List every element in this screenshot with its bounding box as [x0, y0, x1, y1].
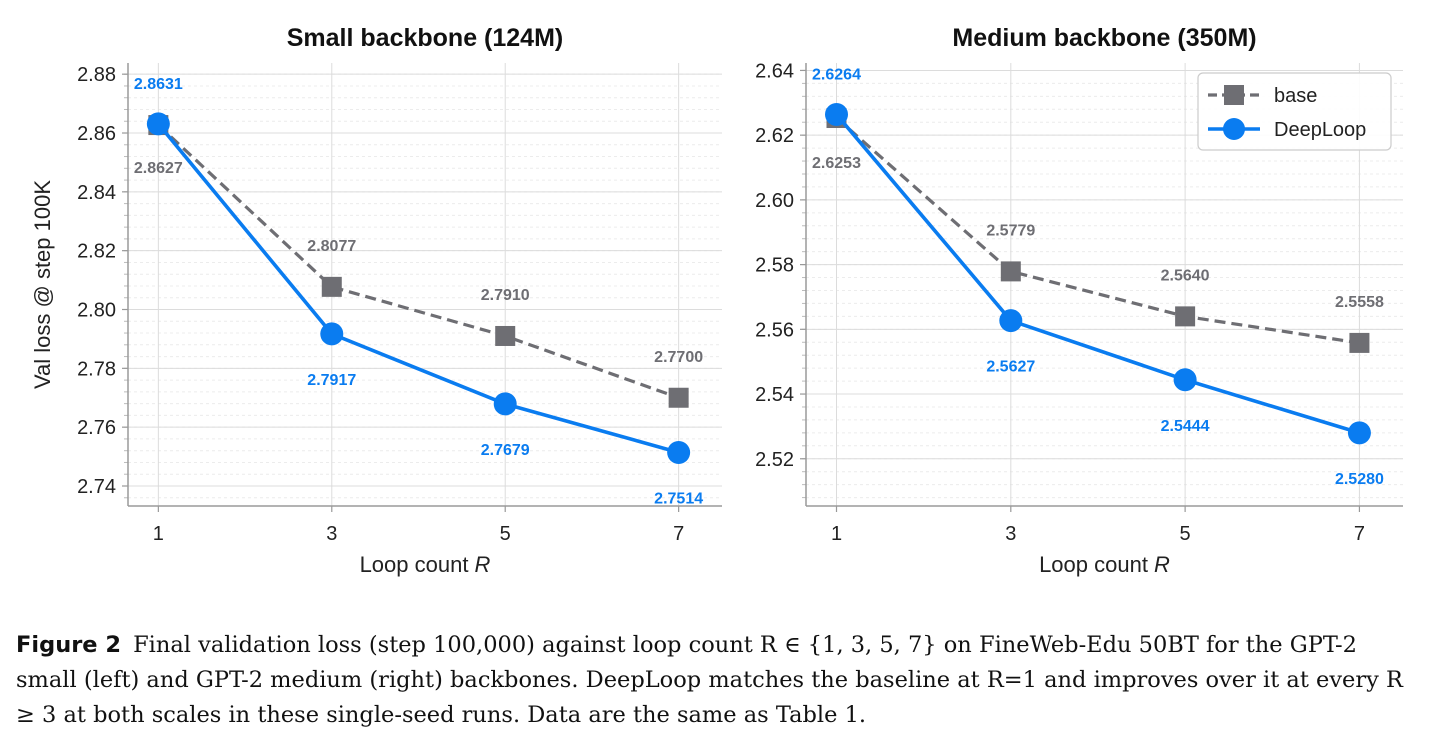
- base-point: [495, 325, 516, 346]
- deeploop-series-line: [835, 113, 1360, 435]
- base-point: [1000, 261, 1021, 282]
- base-data-label: 2.5640: [1161, 267, 1210, 284]
- legend-marker-base: [1224, 85, 1244, 105]
- x-tick-label: 5: [1180, 523, 1191, 545]
- deeploop-point: [999, 309, 1023, 333]
- deeploop-data-label: 2.5627: [986, 359, 1035, 376]
- base-data-label: 2.7910: [481, 287, 530, 304]
- x-axis-label: Loop count R: [360, 552, 491, 577]
- plot-area: [128, 63, 722, 506]
- y-tick-label: 2.64: [755, 60, 794, 82]
- y-tick-label: 2.56: [755, 319, 794, 341]
- figure: 2.74 2.76 2.78 2.80 2.82 2.84 2.86 2.88 1 3 5 7 Smal…: [30, 24, 1403, 577]
- deeploop-point: [1173, 368, 1197, 392]
- base-data-label: 2.5558: [1335, 294, 1384, 311]
- legend-marker-deeploop: [1223, 118, 1245, 140]
- y-tick-label: 2.86: [77, 123, 116, 145]
- chart-title: Small backbone (124M): [287, 24, 563, 52]
- base-point: [668, 387, 689, 408]
- y-tick-label: 2.52: [755, 449, 794, 471]
- small-backbone-chart: 2.74 2.76 2.78 2.80 2.82 2.84 2.86 2.88 1 3 5 7 Smal…: [30, 24, 722, 577]
- deeploop-data-label: 2.5280: [1335, 471, 1384, 488]
- deeploop-data-label: 2.7917: [307, 372, 356, 389]
- deeploop-point: [667, 440, 691, 464]
- x-tick-label: 5: [500, 523, 511, 545]
- deeploop-point: [825, 102, 849, 126]
- y-tick-label: 2.78: [77, 358, 116, 380]
- deeploop-series-line: [156, 122, 680, 455]
- base-series-line: [835, 116, 1360, 345]
- deeploop-data-label: 2.7679: [481, 442, 530, 459]
- figure-caption: Figure 2 Final validation loss (step 100,…: [16, 628, 1421, 733]
- y-tick-label: 2.82: [77, 241, 116, 263]
- caption-text: Final validation loss (step 100,000) aga…: [16, 632, 1403, 728]
- legend: base DeepLoop: [1197, 72, 1392, 151]
- chart-title: Medium backbone (350M): [952, 24, 1256, 52]
- base-data-label: 2.7700: [654, 349, 703, 366]
- x-tick-label: 7: [673, 523, 684, 545]
- deeploop-point: [493, 392, 517, 416]
- y-tick-label: 2.88: [77, 64, 116, 86]
- medium-backbone-chart: 2.52 2.54 2.56 2.58 2.60 2.62 2.64 1 3 5 7 Medium b…: [755, 24, 1403, 577]
- x-tick-label: 7: [1354, 523, 1365, 545]
- y-tick-label: 2.80: [77, 300, 116, 322]
- deeploop-data-label: 2.6264: [812, 66, 861, 83]
- x-tick-label: 3: [1005, 523, 1016, 545]
- x-tick-label: 3: [326, 523, 337, 545]
- y-tick-label: 2.74: [77, 476, 116, 498]
- deeploop-data-label: 2.7514: [654, 490, 703, 507]
- deeploop-data-label: 2.5444: [1161, 418, 1210, 435]
- legend-label-base: base: [1274, 85, 1317, 107]
- y-tick-label: 2.58: [755, 255, 794, 277]
- deeploop-point: [146, 112, 170, 136]
- base-data-label: 2.8627: [134, 160, 183, 177]
- y-tick-label: 2.60: [755, 190, 794, 212]
- y-tick-label: 2.76: [77, 417, 116, 439]
- y-tick-label: 2.54: [755, 384, 794, 406]
- legend-label-deeploop: DeepLoop: [1274, 119, 1366, 141]
- x-tick-label: 1: [153, 523, 164, 545]
- x-tick-label: 1: [831, 523, 842, 545]
- deeploop-point: [320, 322, 344, 346]
- y-axis-label: Val loss @ step 100K: [30, 180, 55, 389]
- y-tick-label: 2.62: [755, 125, 794, 147]
- base-series-line: [157, 123, 680, 400]
- base-point: [321, 276, 342, 297]
- base-data-label: 2.6253: [812, 155, 861, 172]
- deeploop-data-label: 2.8631: [134, 76, 183, 93]
- base-point: [1349, 332, 1370, 353]
- x-axis-label: Loop count R: [1039, 552, 1170, 577]
- caption-label: Figure 2: [16, 632, 122, 658]
- base-data-label: 2.8077: [307, 238, 356, 255]
- base-point: [1175, 306, 1196, 327]
- y-tick-label: 2.84: [77, 182, 116, 204]
- deeploop-point: [1347, 421, 1371, 445]
- base-data-label: 2.5779: [986, 222, 1035, 239]
